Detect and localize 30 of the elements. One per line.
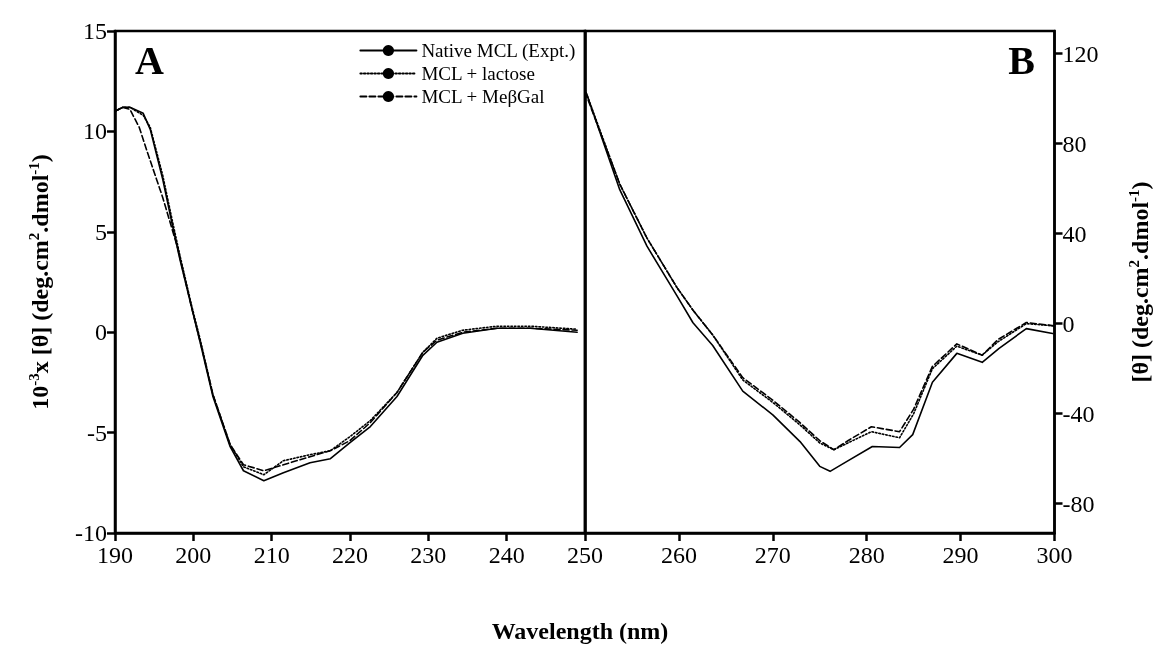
y2-tick-label: 80 bbox=[1062, 130, 1087, 157]
x-tick-label: 280 bbox=[848, 542, 885, 568]
x-tick-label: 260 bbox=[660, 542, 697, 568]
y-tick-label: -5 bbox=[87, 419, 107, 446]
y2-axis-title: [θ] (deg.cm2.dmol-1) bbox=[1126, 181, 1153, 383]
y2-tick-label: -40 bbox=[1062, 400, 1095, 427]
x-axis-title: Wavelength (nm) bbox=[490, 618, 670, 645]
y-tick-label: 15 bbox=[83, 18, 107, 44]
x-tick-label: 240 bbox=[488, 542, 525, 568]
legend-label: Native MCL (Expt.) bbox=[421, 40, 576, 62]
legend-label: MCL + MeβGal bbox=[421, 86, 545, 107]
y-tick-label: 10 bbox=[83, 118, 107, 145]
y2-tick-label: 120 bbox=[1062, 40, 1099, 67]
y-tick-label: 5 bbox=[95, 218, 107, 245]
y-axis-title: 10-3x [θ] (deg.cm2.dmol-1) bbox=[25, 154, 53, 410]
x-tick-label: 230 bbox=[410, 542, 447, 568]
x-tick-label: 250 bbox=[567, 542, 603, 568]
x-tick-label: 210 bbox=[253, 542, 290, 568]
annotation: A bbox=[135, 37, 164, 83]
x-tick-label: 220 bbox=[332, 542, 368, 568]
y2-tick-label: 40 bbox=[1062, 220, 1087, 247]
y-tick-label: 0 bbox=[95, 319, 107, 346]
annotation: B bbox=[1008, 37, 1036, 83]
x-tick-label: 290 bbox=[942, 542, 979, 568]
legend-label: MCL + lactose bbox=[421, 63, 535, 84]
y2-tick-label: -80 bbox=[1062, 490, 1095, 517]
x-tick-label: 270 bbox=[754, 542, 791, 568]
x-tick-label: 300 bbox=[1036, 542, 1073, 568]
x-tick-label: 200 bbox=[175, 542, 212, 568]
y2-tick-label: 0 bbox=[1062, 310, 1075, 337]
